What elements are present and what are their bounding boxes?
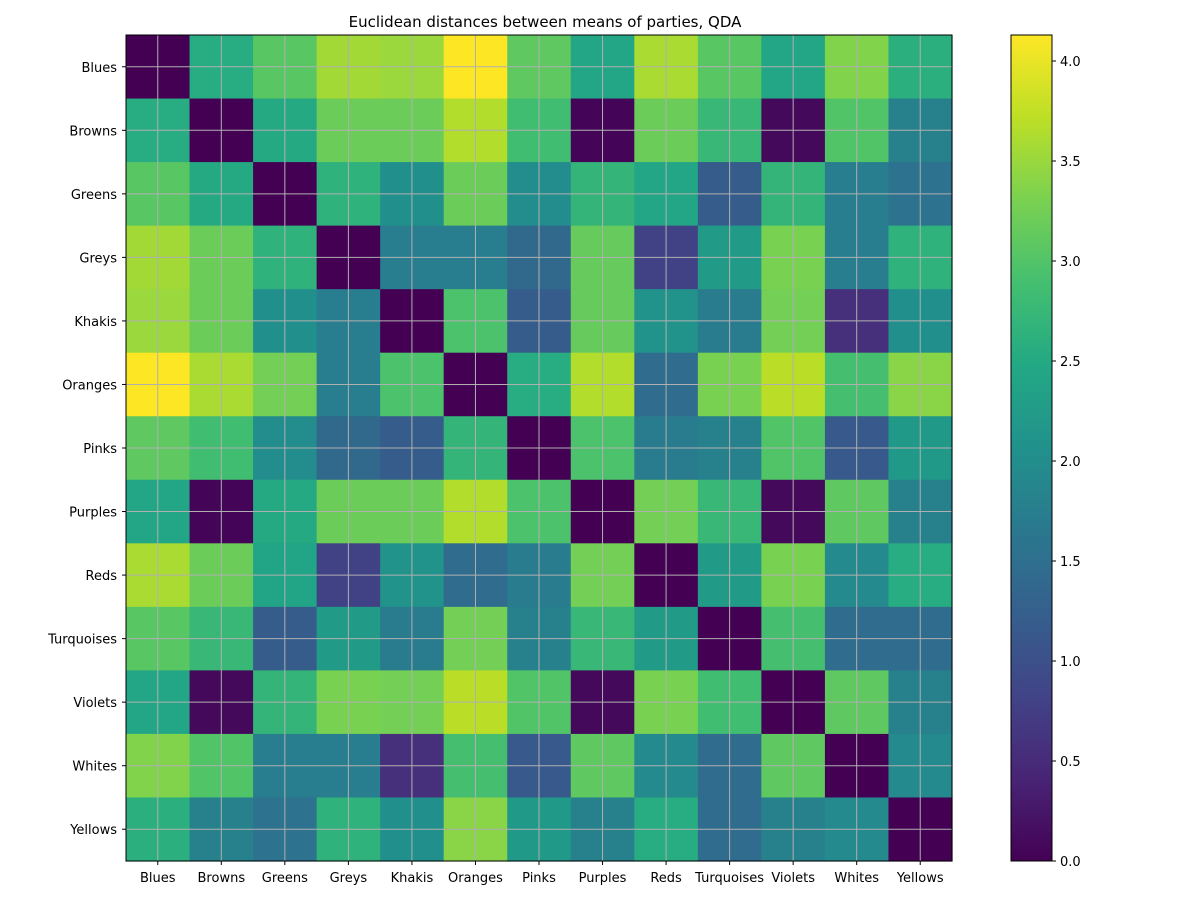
y-tick-label: Oranges: [62, 378, 117, 393]
colorbar-tick-label: 1.5: [1060, 555, 1081, 570]
colorbar-tick-label: 3.0: [1060, 255, 1081, 270]
colorbar-tick-label: 0.0: [1060, 855, 1081, 870]
colorbar-tick-label: 4.0: [1060, 55, 1081, 70]
x-axis: Blues Browns Greens Greys Khakis Oranges Pinks…: [140, 861, 944, 886]
x-tick-label: Whites: [834, 871, 879, 886]
y-tick-label: Whites: [72, 760, 117, 775]
colorbar-tick-label: 2.0: [1060, 455, 1081, 470]
y-tick-label: Blues: [81, 61, 117, 76]
chart-title: Euclidean distances between means of par…: [349, 13, 743, 31]
y-tick-label: Greys: [79, 251, 117, 266]
y-tick-label: Browns: [69, 124, 117, 139]
x-tick-label: Yellows: [896, 871, 944, 886]
y-tick-label: Purples: [69, 506, 117, 521]
y-tick-label: Turquoises: [47, 633, 117, 648]
y-tick-label: Yellows: [69, 823, 117, 838]
y-tick-label: Reds: [86, 569, 118, 584]
colorbar-tick-label: 0.5: [1060, 755, 1081, 770]
x-tick-label: Violets: [771, 871, 815, 886]
grid-lines: [126, 35, 952, 861]
x-tick-label: Browns: [198, 871, 246, 886]
y-axis: Blues Browns Greens Greys Khakis Oranges Pinks…: [47, 61, 126, 838]
x-tick-label: Khakis: [391, 871, 434, 886]
x-tick-label: Reds: [650, 871, 682, 886]
y-tick-label: Violets: [73, 696, 117, 711]
y-tick-label: Greens: [71, 188, 117, 203]
x-tick-label: Turquoises: [694, 871, 764, 886]
x-tick-label: Greys: [330, 871, 368, 886]
y-tick-label: Khakis: [74, 315, 117, 330]
x-tick-label: Greens: [262, 871, 308, 886]
x-tick-label: Oranges: [448, 871, 503, 886]
x-tick-label: Pinks: [522, 871, 556, 886]
colorbar-tick-label: 1.0: [1060, 655, 1081, 670]
x-tick-label: Purples: [579, 871, 627, 886]
colorbar-tick-label: 2.5: [1060, 355, 1081, 370]
colorbar: 0.0 0.5 1.0 1.5 2.0 2.5 3.0 3.5 4.0: [1010, 34, 1081, 870]
colorbar-frame: [1010, 34, 1053, 862]
colorbar-gradient: [1011, 35, 1052, 861]
x-tick-label: Blues: [140, 871, 176, 886]
y-tick-label: Pinks: [83, 442, 117, 457]
colorbar-tick-label: 3.5: [1060, 155, 1081, 170]
